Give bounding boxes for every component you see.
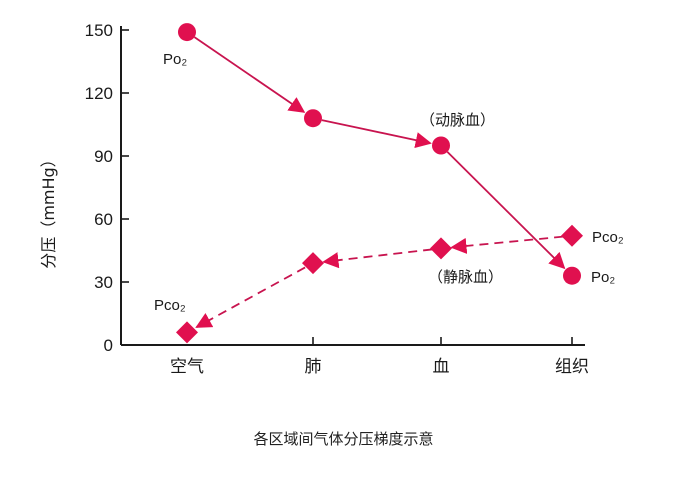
- series-segment: [322, 248, 433, 269]
- circle-marker: [563, 266, 581, 285]
- x-category-label: 血: [433, 357, 450, 377]
- y-tick-label: 120: [85, 84, 113, 103]
- pco2-end-label: Pco₂: [592, 229, 624, 246]
- y-axis: 0 30 60 90 120 150: [85, 21, 129, 355]
- y-tick-label: 150: [85, 21, 113, 40]
- po2-series: [178, 23, 581, 285]
- chart: 分压（mmHg） 0 30 60 90 120 150 空气 肺 血 组织 Po₂ Po₂ Pc…: [39, 21, 624, 377]
- pco2-series: [176, 224, 583, 344]
- po2-start-label: Po₂: [163, 51, 187, 68]
- chart-caption: 各区域间气体分压梯度示意: [253, 430, 434, 448]
- diamond-marker: [176, 321, 198, 344]
- po2-end-label: Po₂: [591, 269, 615, 286]
- circle-marker: [304, 109, 322, 128]
- circle-marker: [178, 23, 196, 42]
- series-segment: [446, 151, 566, 270]
- series-segment: [193, 36, 306, 113]
- y-tick-label: 0: [104, 336, 113, 355]
- x-category-label: 组织: [555, 357, 589, 377]
- arterial-blood-label: （动脉血）: [420, 111, 495, 129]
- series-segment: [450, 235, 564, 255]
- series-segment: [321, 119, 432, 149]
- y-tick-label: 90: [94, 147, 113, 166]
- x-category-label: 肺: [305, 357, 322, 377]
- y-tick-label: 30: [94, 273, 113, 292]
- diamond-marker: [302, 252, 324, 275]
- y-axis-label: 分压（mmHg）: [39, 151, 58, 268]
- x-category-label: 空气: [170, 357, 204, 377]
- circle-marker: [432, 136, 450, 155]
- diamond-marker: [561, 224, 583, 247]
- y-tick-label: 60: [94, 210, 113, 229]
- diamond-marker: [430, 237, 452, 260]
- series-segment: [195, 266, 306, 328]
- venous-blood-label: （静脉血）: [428, 268, 503, 286]
- pco2-start-label: Pco₂: [154, 297, 186, 314]
- x-axis: 空气 肺 血 组织: [121, 337, 589, 377]
